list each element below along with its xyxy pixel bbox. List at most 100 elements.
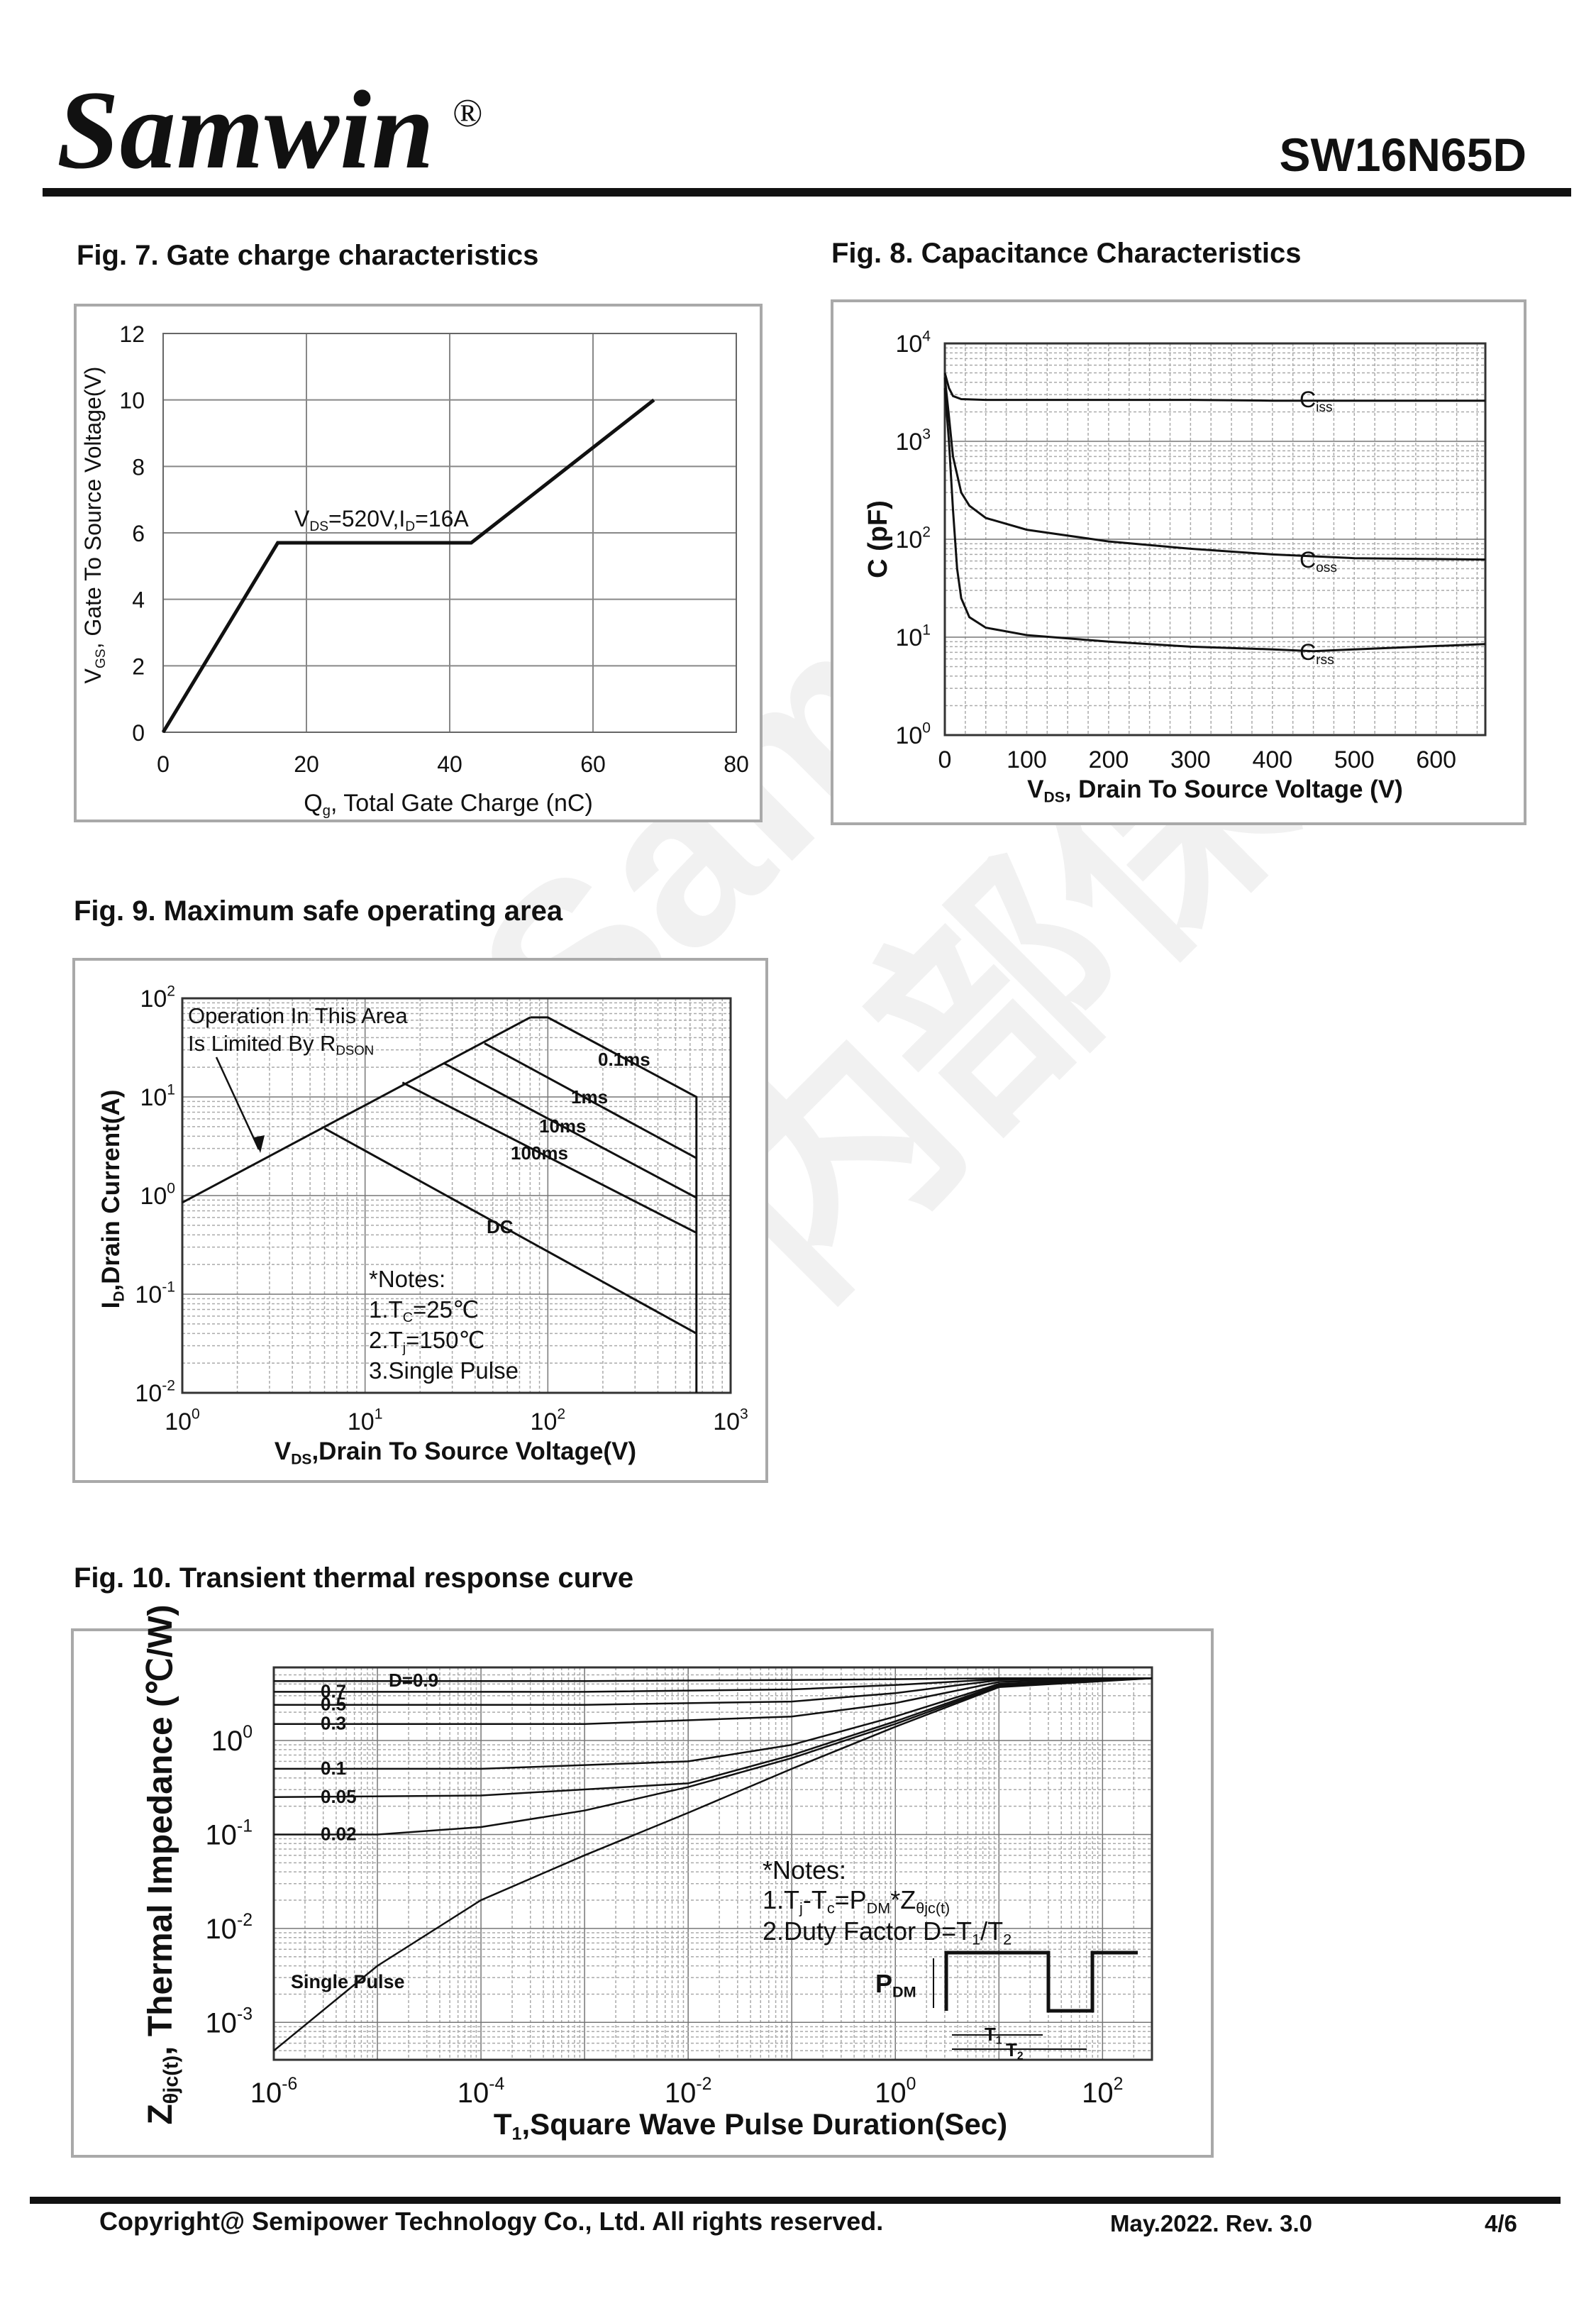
fig10-note-title: *Notes: bbox=[763, 1855, 846, 1885]
fig7-y-label: VGS, Gate To Source Voltage(V) bbox=[80, 367, 109, 684]
fig10-curve-single-pulse bbox=[273, 1677, 1153, 2052]
fig7-x-tick: 40 bbox=[437, 751, 462, 777]
fig8-x-tick: 100 bbox=[1007, 746, 1047, 773]
fig7-title: Fig. 7. Gate charge characteristics bbox=[77, 240, 539, 271]
registered-mark: ® bbox=[453, 92, 483, 136]
fig9-note-3: 3.Single Pulse bbox=[369, 1357, 519, 1384]
fig8-y-tick: 104 bbox=[895, 329, 931, 358]
fig10-plot-frame bbox=[272, 1666, 1153, 2061]
fig7-frame bbox=[74, 304, 763, 822]
fig9-y-tick: 10-2 bbox=[135, 1378, 175, 1407]
page-number: 4/6 bbox=[1485, 2210, 1517, 2236]
fig7-y-tick: 10 bbox=[119, 388, 145, 414]
fig10-y-tick: 10-1 bbox=[205, 1816, 253, 1850]
fig8-title: Fig. 8. Capacitance Characteristics bbox=[831, 238, 1302, 269]
fig9-y-tick: 100 bbox=[140, 1181, 175, 1210]
fig10-note-2: 2.Duty Factor D=T1/T2 bbox=[763, 1916, 1012, 1948]
fig9-line-0-1ms bbox=[530, 1016, 698, 1393]
fig9-label-0.1ms: 0.1ms bbox=[598, 1049, 650, 1070]
fig9-label-1ms: 1ms bbox=[571, 1086, 608, 1108]
fig10-duty-label-0.3: 0.3 bbox=[321, 1713, 346, 1734]
fig9-x-tick: 102 bbox=[531, 1406, 566, 1435]
fig10-title: Fig. 10. Transient thermal response curv… bbox=[74, 1562, 634, 1594]
fig9-label-dc: DC bbox=[487, 1216, 514, 1237]
fig10-curve-0.5 bbox=[274, 1677, 1153, 1706]
fig7-x-label: Qg, Total Gate Charge (nC) bbox=[304, 790, 593, 819]
fig9-x-label: VDS,Drain To Source Voltage(V) bbox=[275, 1438, 636, 1467]
fig10-curve-0.1 bbox=[274, 1677, 1153, 1770]
fig10-pdm-label: PDM bbox=[875, 1969, 916, 2000]
fig9-line-10ms bbox=[443, 1062, 697, 1199]
fig7-x-tick: 20 bbox=[294, 751, 319, 777]
fig9-note-title: *Notes: bbox=[369, 1266, 445, 1292]
fig7-x-tick: 80 bbox=[724, 751, 749, 777]
fig9-line-rds-on-limit bbox=[182, 1016, 531, 1204]
fig9-line-1ms bbox=[484, 1042, 697, 1159]
fig9-title: Fig. 9. Maximum safe operating area bbox=[74, 895, 563, 927]
fig10-x-tick: 10-6 bbox=[250, 2075, 298, 2109]
fig10-single-pulse-label: Single Pulse bbox=[291, 1971, 405, 1992]
fig10-note-1: 1.Tj-Tc=PDM*Zθjc(t) bbox=[763, 1885, 950, 1916]
fig9-note-2: 2.Tj=150℃ bbox=[369, 1327, 485, 1356]
fig8-y-tick: 103 bbox=[895, 426, 931, 456]
fig10-x-tick: 100 bbox=[875, 2075, 916, 2109]
fig10-duty-label-0.05: 0.05 bbox=[321, 1786, 357, 1807]
fig8-x-tick: 0 bbox=[938, 746, 952, 773]
fig7-y-tick: 4 bbox=[132, 587, 145, 613]
fig10-x-tick: 102 bbox=[1082, 2075, 1123, 2109]
header-rule bbox=[43, 188, 1571, 197]
fig8-series-crss bbox=[943, 387, 1486, 653]
fig8-label-coss: Coss bbox=[1299, 547, 1337, 575]
fig9-note-1: 1.TC=25℃ bbox=[369, 1296, 479, 1325]
fig8-x-tick: 400 bbox=[1252, 746, 1292, 773]
fig9-y-tick: 10-1 bbox=[135, 1279, 175, 1308]
fig10-t2-label: T2 bbox=[1006, 2039, 1024, 2063]
fig9-x-tick: 101 bbox=[348, 1406, 383, 1435]
fig7-gate-charge-line bbox=[161, 398, 655, 734]
fig7-y-tick: 12 bbox=[119, 321, 145, 347]
fig10-curve-0.3 bbox=[274, 1677, 1153, 1725]
fig9-y-tick: 102 bbox=[140, 983, 175, 1013]
fig8-x-label: VDS, Drain To Source Voltage (V) bbox=[1027, 776, 1403, 805]
fig8-x-tick: 300 bbox=[1170, 746, 1211, 773]
fig10-y-tick: 10-3 bbox=[205, 2004, 253, 2039]
fig10-duty-label-0.5: 0.5 bbox=[321, 1694, 346, 1715]
fig9-note-arrow bbox=[215, 1057, 260, 1150]
fig8-y-tick: 102 bbox=[895, 524, 931, 553]
fig10-y-label: Zθjc(t), Thermal Impedance (℃/W) bbox=[142, 1604, 183, 2124]
fig9-y-label: ID,Drain Current(A) bbox=[97, 1090, 127, 1309]
fig10-duty-label-0.1: 0.1 bbox=[321, 1758, 346, 1779]
fig9-plot-frame bbox=[181, 997, 732, 1394]
fig9-rdson-note-2: Is Limited By RDSON bbox=[188, 1031, 374, 1058]
fig9-line-100ms bbox=[401, 1081, 697, 1234]
fig8-plot-frame bbox=[943, 342, 1487, 737]
fig10-duty-label-0.02: 0.02 bbox=[321, 1823, 357, 1844]
footer-rule bbox=[30, 2197, 1561, 2204]
fig8-x-tick: 600 bbox=[1416, 746, 1456, 773]
fig7-x-tick: 0 bbox=[157, 751, 170, 777]
fig9-y-tick: 101 bbox=[140, 1082, 175, 1111]
fig7-y-tick: 6 bbox=[132, 521, 145, 546]
fig8-label-crss: Crss bbox=[1299, 639, 1334, 668]
fig10-x-label: T1,Square Wave Pulse Duration(Sec) bbox=[494, 2107, 1007, 2144]
fig8-y-tick: 101 bbox=[895, 622, 931, 651]
fig7-x-tick: 60 bbox=[580, 751, 606, 777]
fig10-t1-label: T1 bbox=[985, 2024, 1002, 2047]
fig9-label-100ms: 100ms bbox=[511, 1142, 568, 1164]
fig10-curve-0.05 bbox=[273, 1677, 1153, 1799]
fig8-series-ciss bbox=[943, 373, 1485, 402]
fig8-x-tick: 500 bbox=[1334, 746, 1375, 773]
fig9-rdson-note: Operation In This Area bbox=[188, 1003, 408, 1028]
fig9-label-10ms: 10ms bbox=[539, 1115, 587, 1137]
fig7-y-tick: 0 bbox=[132, 720, 145, 746]
fig10-pulse-waveform bbox=[944, 1951, 1138, 2013]
fig8-x-tick: 200 bbox=[1089, 746, 1129, 773]
fig10-duty-label-0.7: 0.7 bbox=[321, 1680, 346, 1701]
fig8-y-label: C (pF) bbox=[863, 500, 893, 578]
fig10-frame bbox=[71, 1628, 1214, 2158]
fig8-y-tick: 100 bbox=[895, 720, 931, 749]
fig9-note-arrowhead bbox=[254, 1135, 265, 1153]
fig9-x-tick: 103 bbox=[713, 1406, 748, 1435]
company-logo: Samwin bbox=[57, 68, 435, 192]
